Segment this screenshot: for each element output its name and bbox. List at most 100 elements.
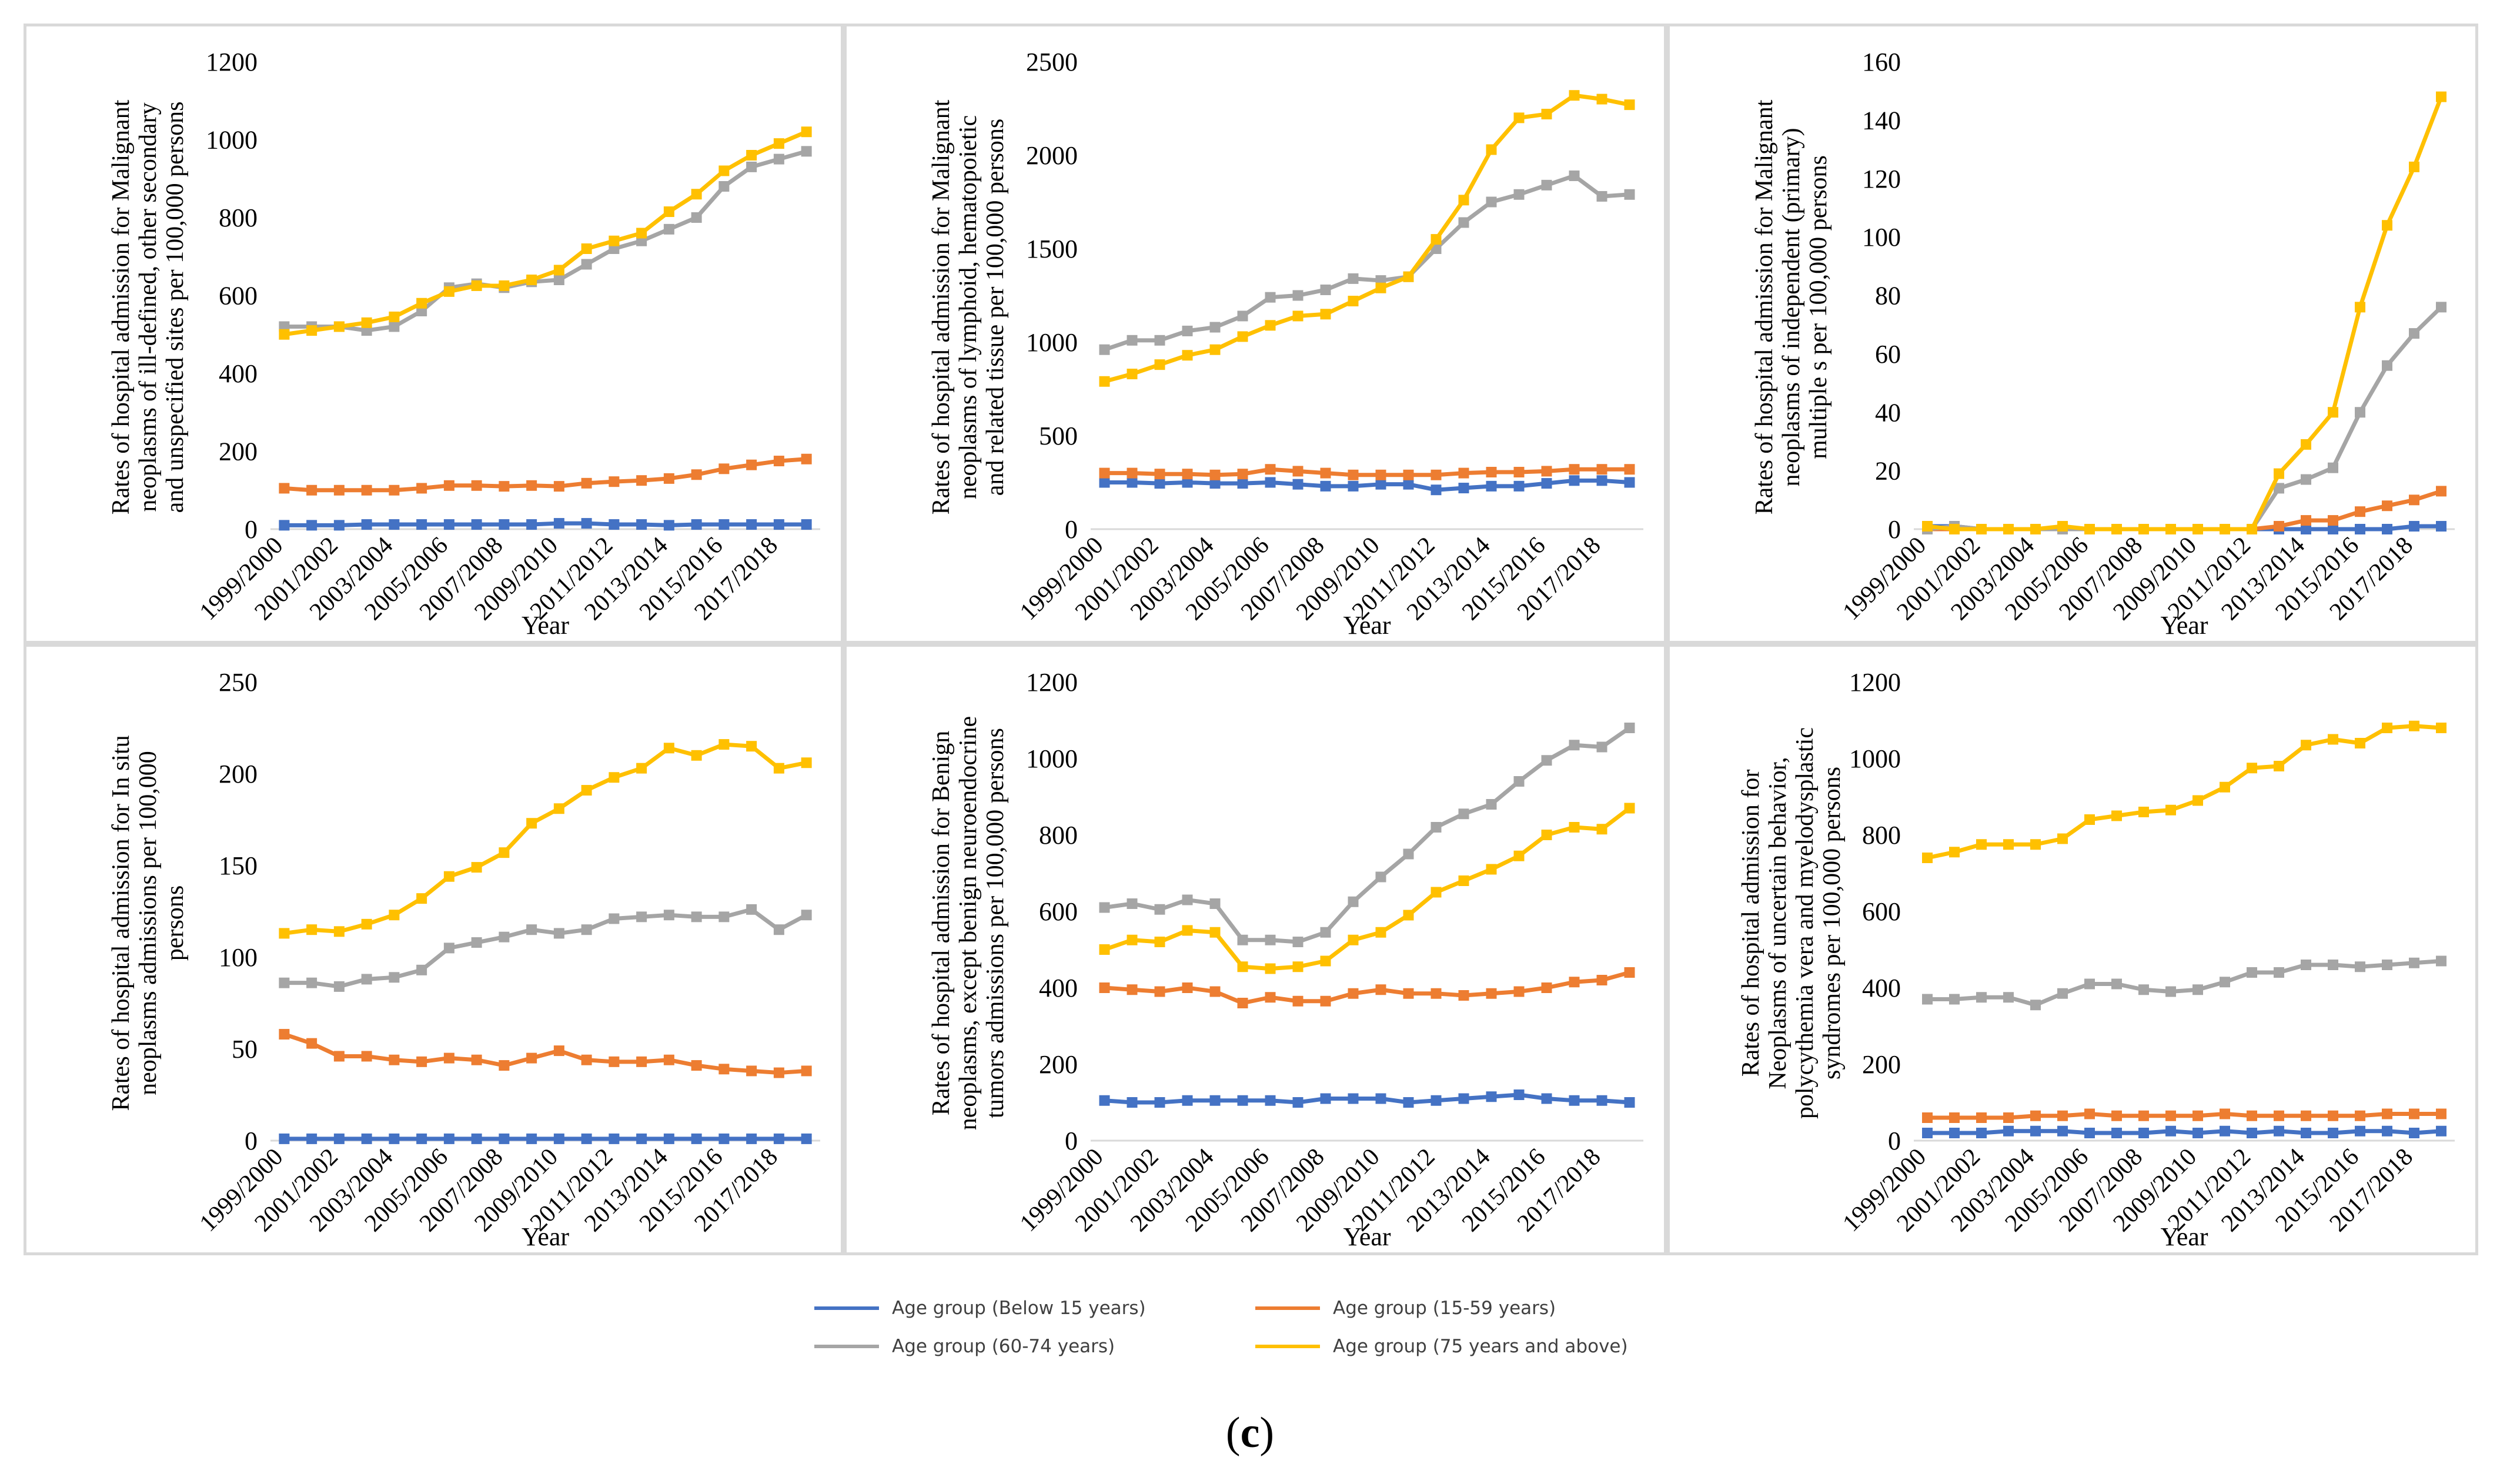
data-point-below15-15 [691,519,702,530]
data-point-age60_74-4 [389,321,400,332]
data-point-age60_74-0 [279,977,290,988]
data-point-age75plus-2 [333,926,345,937]
series-age60_74 [1099,170,1635,355]
data-point-age60_74-18 [1596,741,1607,753]
data-point-below15-1 [1949,1128,1960,1138]
data-point-age60_74-18 [773,924,784,935]
data-point-age75plus-19 [2436,91,2446,102]
data-point-age60_74-19 [2436,955,2446,967]
data-point-age60_74-2 [1154,335,1165,346]
data-point-below15-15 [1513,480,1525,492]
data-point-below15-9 [526,519,537,530]
data-point-age15_59-15 [691,469,702,480]
data-point-age15_59-15 [691,1060,702,1071]
data-point-age60_74-19 [801,146,812,157]
chart-uncertain-behavior: 0200400600800100012001999/20002001/20022… [1737,668,2455,1251]
data-point-age15_59-5 [2057,1110,2068,1121]
data-point-age75plus-15 [2328,407,2338,418]
data-point-age75plus-6 [1265,320,1276,331]
data-point-age75plus-0 [279,928,290,939]
data-point-age75plus-8 [2138,807,2149,817]
series-line-age60_74 [1104,173,1630,352]
data-point-age75plus-11 [2220,524,2230,534]
data-point-below15-15 [1513,1089,1525,1100]
y-tick-label-1: 200 [1039,1050,1078,1079]
data-point-age75plus-18 [773,138,784,149]
data-point-age75plus-15 [2328,734,2338,745]
data-point-below15-11 [581,518,592,529]
data-point-age15_59-7 [471,1054,482,1065]
caption-letter: c [1240,1409,1260,1457]
data-point-age75plus-1 [1127,934,1138,945]
data-point-age75plus-15 [691,750,702,761]
data-point-age60_74-4 [2030,1000,2041,1011]
series-age15_59 [1099,967,1635,1008]
data-point-below15-19 [1624,1097,1635,1108]
data-point-age75plus-17 [1569,822,1580,833]
data-point-age15_59-2 [1976,1112,1987,1123]
data-point-age60_74-12 [1431,822,1442,833]
data-point-age60_74-6 [1265,292,1276,303]
y-tick-label-2: 40 [1875,398,1901,427]
data-point-age15_59-6 [443,1052,454,1064]
data-point-below15-10 [553,518,564,529]
data-point-below15-12 [609,519,620,530]
data-point-age60_74-10 [553,275,564,285]
series-age75plus [1922,91,2446,534]
data-point-age15_59-10 [553,1045,564,1057]
y-tick-label-2: 100 [219,943,258,972]
y-tick-label-3: 600 [1039,897,1078,926]
data-point-age15_59-8 [499,481,510,492]
data-point-age15_59-3 [1182,982,1193,993]
x-axis-title: Year [2160,611,2208,640]
data-point-age15_59-13 [636,1056,647,1067]
data-point-age75plus-4 [389,910,400,921]
data-point-age15_59-18 [1596,975,1607,985]
data-point-below15-18 [773,519,784,530]
data-point-age60_74-15 [1513,776,1525,787]
data-point-age15_59-0 [279,483,290,494]
data-point-below15-4 [2030,1125,2041,1137]
data-point-below15-1 [1127,1097,1138,1108]
data-point-below15-7 [2111,1128,2122,1138]
data-point-age60_74-6 [443,942,454,954]
legend-label-75plus: Age group (75 years and above) [1333,1336,1628,1357]
data-point-age60_74-12 [2247,967,2257,978]
y-axis-title-line-3: syndromes per 100,000 persons [1819,767,1846,1079]
data-point-below15-16 [2355,524,2365,534]
data-point-age15_59-19 [801,1065,812,1077]
series-line-age75plus [283,742,807,935]
data-point-age75plus-13 [2274,761,2284,771]
data-point-age60_74-11 [1403,848,1414,860]
data-point-age60_74-10 [2192,984,2203,995]
data-point-age60_74-4 [1209,898,1221,909]
data-point-age15_59-16 [1541,982,1552,993]
data-point-below15-2 [1154,478,1165,489]
y-tick-label-0: 0 [245,515,258,544]
series-age60_74 [1099,723,1635,947]
data-point-below15-5 [416,519,427,530]
data-point-below15-5 [1237,1095,1248,1106]
data-point-age60_74-16 [718,911,730,923]
data-point-below15-13 [1458,483,1469,494]
data-point-below15-5 [2057,1125,2068,1137]
y-tick-label-3: 150 [219,851,258,880]
data-point-age60_74-19 [1624,723,1635,733]
data-point-below15-14 [1486,480,1497,492]
y-axis-title: Rates of hospital admission forNeoplasms… [1737,727,1846,1119]
data-point-age75plus-0 [1099,944,1110,955]
data-point-age60_74-18 [1596,190,1607,202]
data-point-age60_74-14 [663,910,674,921]
y-tick-label-5: 1000 [1026,744,1078,773]
data-point-age75plus-13 [1458,875,1469,886]
data-point-age15_59-16 [2355,1110,2365,1121]
data-point-age60_74-19 [1624,189,1635,200]
data-point-below15-2 [333,520,345,531]
data-point-age15_59-19 [2436,1108,2446,1119]
data-point-below15-5 [416,1133,427,1144]
data-point-age60_74-14 [1486,196,1497,208]
y-tick-label-5: 1000 [206,126,258,155]
data-point-age75plus-1 [1127,369,1138,380]
y-tick-label-2: 400 [1862,974,1901,1002]
data-point-age60_74-3 [1182,325,1193,336]
